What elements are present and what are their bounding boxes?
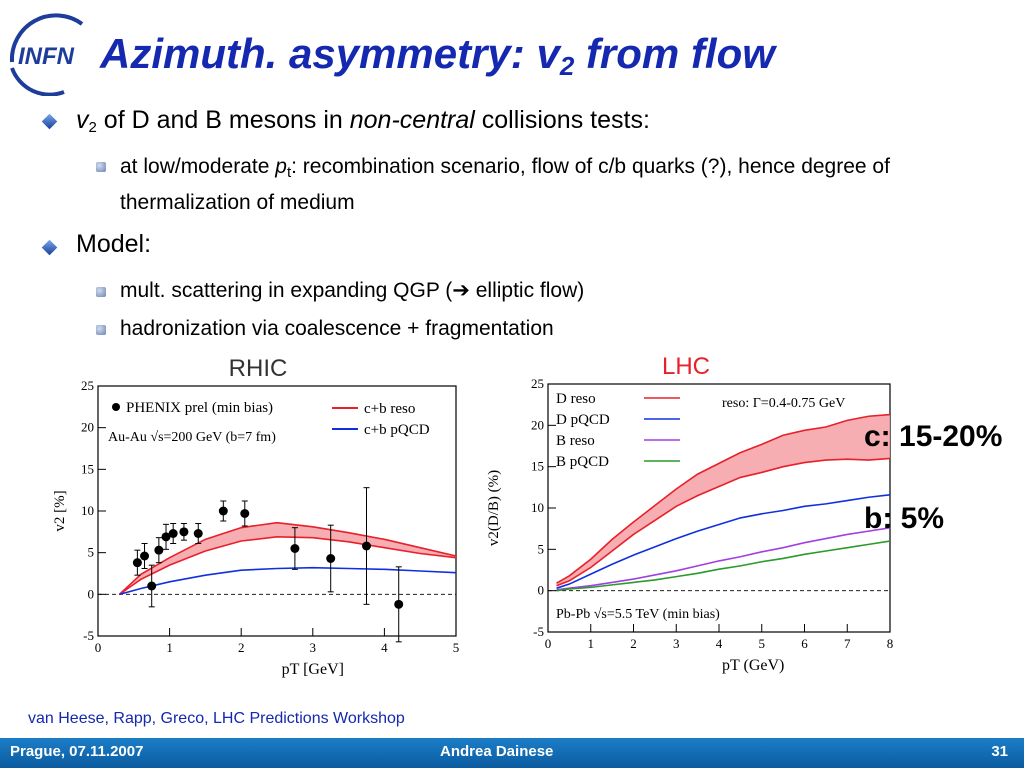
data-point — [394, 599, 404, 609]
x-axis-label: pT (GeV) — [722, 657, 784, 674]
sub-bullet-recombination: at low/moderate pt: recombination scenar… — [120, 155, 890, 214]
legend-reso: c+b reso — [364, 401, 415, 417]
data-point — [161, 532, 171, 542]
y-tick-label: 25 — [531, 376, 544, 391]
sub-bullet-icon — [96, 287, 106, 297]
sub-bullet-icon — [96, 325, 106, 335]
x-tick-label: 3 — [310, 640, 317, 655]
y-tick-label: 10 — [81, 503, 94, 518]
data-point — [132, 558, 142, 568]
y-axis-label: v2 [%] — [52, 490, 68, 531]
legend-B-pQCD: B pQCD — [556, 454, 609, 470]
x-tick-label: 2 — [630, 636, 637, 651]
label-b-percent: b: 5% — [864, 502, 945, 535]
legend-marker-phenix — [112, 403, 120, 411]
sub-bullet-icon — [96, 162, 106, 172]
bullet-diamond-icon — [41, 113, 58, 130]
series-B-pQCD — [556, 540, 891, 592]
x-tick-label: 0 — [95, 640, 102, 655]
infn-logo: INFN — [9, 13, 84, 96]
x-tick-label: 5 — [759, 636, 766, 651]
y-tick-label: 0 — [538, 583, 545, 598]
data-point — [240, 509, 250, 518]
legend-phenix: PHENIX prel (min bias) — [126, 400, 273, 416]
y-tick-label: 25 — [81, 378, 94, 393]
data-point — [168, 529, 178, 538]
y-tick-label: -5 — [533, 624, 544, 639]
y-tick-label: 5 — [538, 541, 545, 556]
x-tick-label: 7 — [844, 636, 851, 651]
footer-center: Andrea Dainese — [440, 743, 554, 760]
label-c-percent: c: 15-20% — [864, 420, 1003, 453]
y-tick-label: 0 — [88, 586, 95, 601]
data-point — [290, 544, 300, 553]
bullet-diamond-icon — [41, 239, 58, 256]
footer-bar: Prague, 07.11.2007 Andrea Dainese 31 — [0, 738, 1024, 768]
series-B-reso — [556, 527, 891, 591]
lhc-title: LHC — [662, 353, 710, 380]
x-tick-label: 3 — [673, 636, 680, 651]
data-point — [326, 554, 336, 563]
legend-pqcd: c+b pQCD — [364, 422, 430, 438]
series-D-reso-upper — [556, 413, 891, 584]
y-tick-label: 10 — [531, 500, 544, 515]
bullet-v2-mesons: v2 of D and B mesons in non-central coll… — [76, 106, 650, 136]
data-point — [179, 527, 189, 537]
slide-title: Azimuth. asymmetry: v2 from flow — [100, 30, 775, 81]
y-tick-label: -5 — [83, 628, 94, 643]
x-tick-label: 8 — [887, 636, 894, 651]
rhic-title: RHIC — [229, 355, 288, 382]
x-tick-label: 4 — [716, 636, 723, 651]
annotation-reso-width: reso: Γ=0.4-0.75 GeV — [722, 396, 845, 411]
legend-D-pQCD: D pQCD — [556, 412, 610, 428]
annotation-au-au: Au-Au √s=200 GeV (b=7 fm) — [108, 430, 276, 445]
data-point — [193, 529, 203, 538]
y-tick-label: 20 — [531, 417, 544, 432]
x-tick-label: 6 — [801, 636, 808, 651]
legend-D-reso: D reso — [556, 391, 596, 407]
y-axis-label: v2(D/B) (%) — [486, 470, 502, 546]
series-c-b-reso-lower — [119, 536, 457, 595]
y-tick-label: 20 — [81, 420, 94, 435]
series-D-reso-lower — [556, 457, 891, 587]
data-point — [154, 545, 164, 555]
data-point — [362, 541, 371, 551]
sub-bullet-hadronization: hadronization via coalescence + fragment… — [120, 317, 554, 340]
series-c-b-pQCD — [119, 566, 457, 596]
y-tick-label: 15 — [531, 459, 544, 474]
data-point — [147, 581, 157, 591]
y-tick-label: 15 — [81, 461, 94, 476]
x-tick-label: 1 — [588, 636, 595, 651]
legend-B-reso: B reso — [556, 433, 595, 449]
logo-text: INFN — [18, 43, 75, 70]
series-c-b-reso-upper — [118, 521, 457, 595]
y-tick-label: 5 — [88, 545, 95, 560]
footer-page-number: 31 — [991, 743, 1008, 760]
x-tick-label: 4 — [381, 640, 388, 655]
series-D-pQCD — [556, 493, 891, 589]
x-tick-label: 1 — [166, 640, 173, 655]
data-point — [140, 551, 150, 561]
bullet-model: Model: — [76, 230, 152, 258]
reference: van Heese, Rapp, Greco, LHC Predictions … — [28, 710, 405, 727]
x-axis-label: pT [GeV] — [282, 661, 344, 678]
sub-bullet-scattering: mult. scattering in expanding QGP (➔ ell… — [120, 279, 585, 302]
band-D-reso — [556, 414, 890, 586]
footer-left: Prague, 07.11.2007 — [10, 743, 144, 760]
x-tick-label: 2 — [238, 640, 245, 655]
data-point — [218, 506, 228, 516]
x-tick-label: 5 — [453, 640, 460, 655]
x-tick-label: 0 — [545, 636, 552, 651]
annotation-pb-pb: Pb-Pb √s=5.5 TeV (min bias) — [556, 607, 720, 622]
